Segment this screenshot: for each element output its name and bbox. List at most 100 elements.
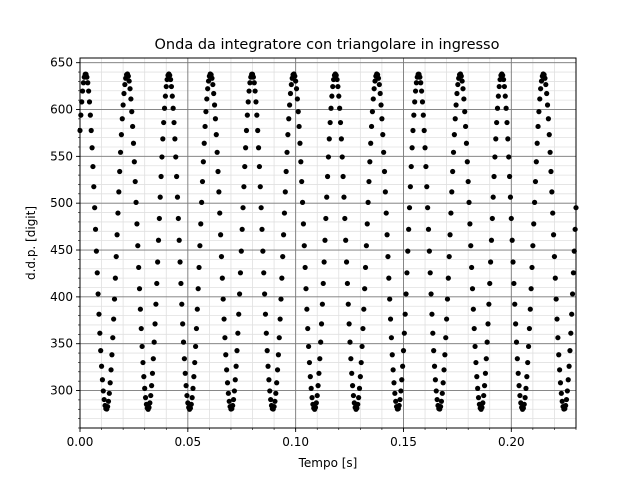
data-point [346,321,352,327]
data-point [469,264,475,271]
data-point [341,194,347,200]
data-point [142,395,149,401]
data-point [137,306,143,312]
data-point [556,352,562,358]
data-point [396,402,402,409]
data-point [479,404,485,411]
data-point [299,199,306,205]
data-point [315,383,321,389]
data-point [542,75,548,81]
data-point [158,173,164,180]
data-point [133,199,139,205]
data-point [430,330,436,336]
data-point [483,356,489,362]
data-point [507,194,514,200]
data-point [182,370,188,376]
data-point [330,83,336,90]
data-point [79,88,86,94]
data-point [431,363,438,369]
data-point [184,392,190,399]
data-point [152,321,158,327]
data-point [413,80,420,86]
data-point [378,102,384,108]
data-point [565,377,571,383]
data-point [294,96,300,102]
data-point [446,253,452,260]
data-point [485,321,491,327]
data-point [284,149,290,155]
data-point [255,145,262,151]
data-point [429,311,435,317]
data-point [100,388,106,394]
data-point [475,385,481,391]
data-point [192,359,198,366]
data-point [241,184,247,190]
data-point [427,270,433,276]
data-point [251,80,257,86]
data-point [161,119,167,126]
data-point [117,149,124,155]
data-point [525,343,532,350]
data-point [155,259,161,265]
data-point [454,90,460,97]
data-point [320,280,326,287]
data-point [403,291,409,297]
data-point [141,374,147,380]
data-point [117,168,123,175]
data-point [96,311,102,317]
y-tick-label: 600 [50,103,73,117]
data-point [224,380,231,386]
data-point [409,145,415,151]
data-point [372,78,378,84]
data-point [544,102,551,108]
data-point [149,383,155,389]
chart-title: Onda da integratore con triangolare in i… [155,37,500,53]
data-point [176,237,182,243]
data-point [383,210,389,216]
data-point [370,96,376,102]
data-point [299,178,305,185]
data-point [205,86,211,92]
data-point [106,390,112,396]
data-point [482,370,489,376]
data-point [316,370,322,376]
data-point [285,132,291,138]
data-point [155,237,162,243]
data-point [444,316,450,322]
data-point [128,96,134,102]
data-point [462,123,469,130]
data-point [99,377,106,383]
data-point [490,194,496,200]
data-point [303,286,309,292]
data-point [368,140,374,146]
data-point [265,363,271,369]
data-point [368,123,375,130]
data-point [195,286,201,292]
data-point [500,76,507,83]
data-point [455,81,461,88]
data-point [196,264,202,271]
data-point [327,119,333,126]
data-point [448,210,454,216]
data-point [412,88,419,94]
data-point [136,286,143,292]
data-point [492,154,498,160]
data-point [480,400,486,406]
data-point [323,215,329,222]
data-point [469,286,476,292]
data-point [387,316,394,322]
data-point [569,291,576,297]
data-point [438,398,445,404]
data-point [407,184,413,190]
data-point [453,102,459,108]
data-point [363,243,369,249]
data-point [557,367,563,373]
x-tick-label: 0.05 [174,435,201,449]
data-point [108,367,114,373]
data-point [397,396,403,403]
data-point [513,339,520,345]
data-point [354,405,360,411]
data-point [406,205,413,211]
data-point [188,401,194,407]
data-point [473,359,479,366]
